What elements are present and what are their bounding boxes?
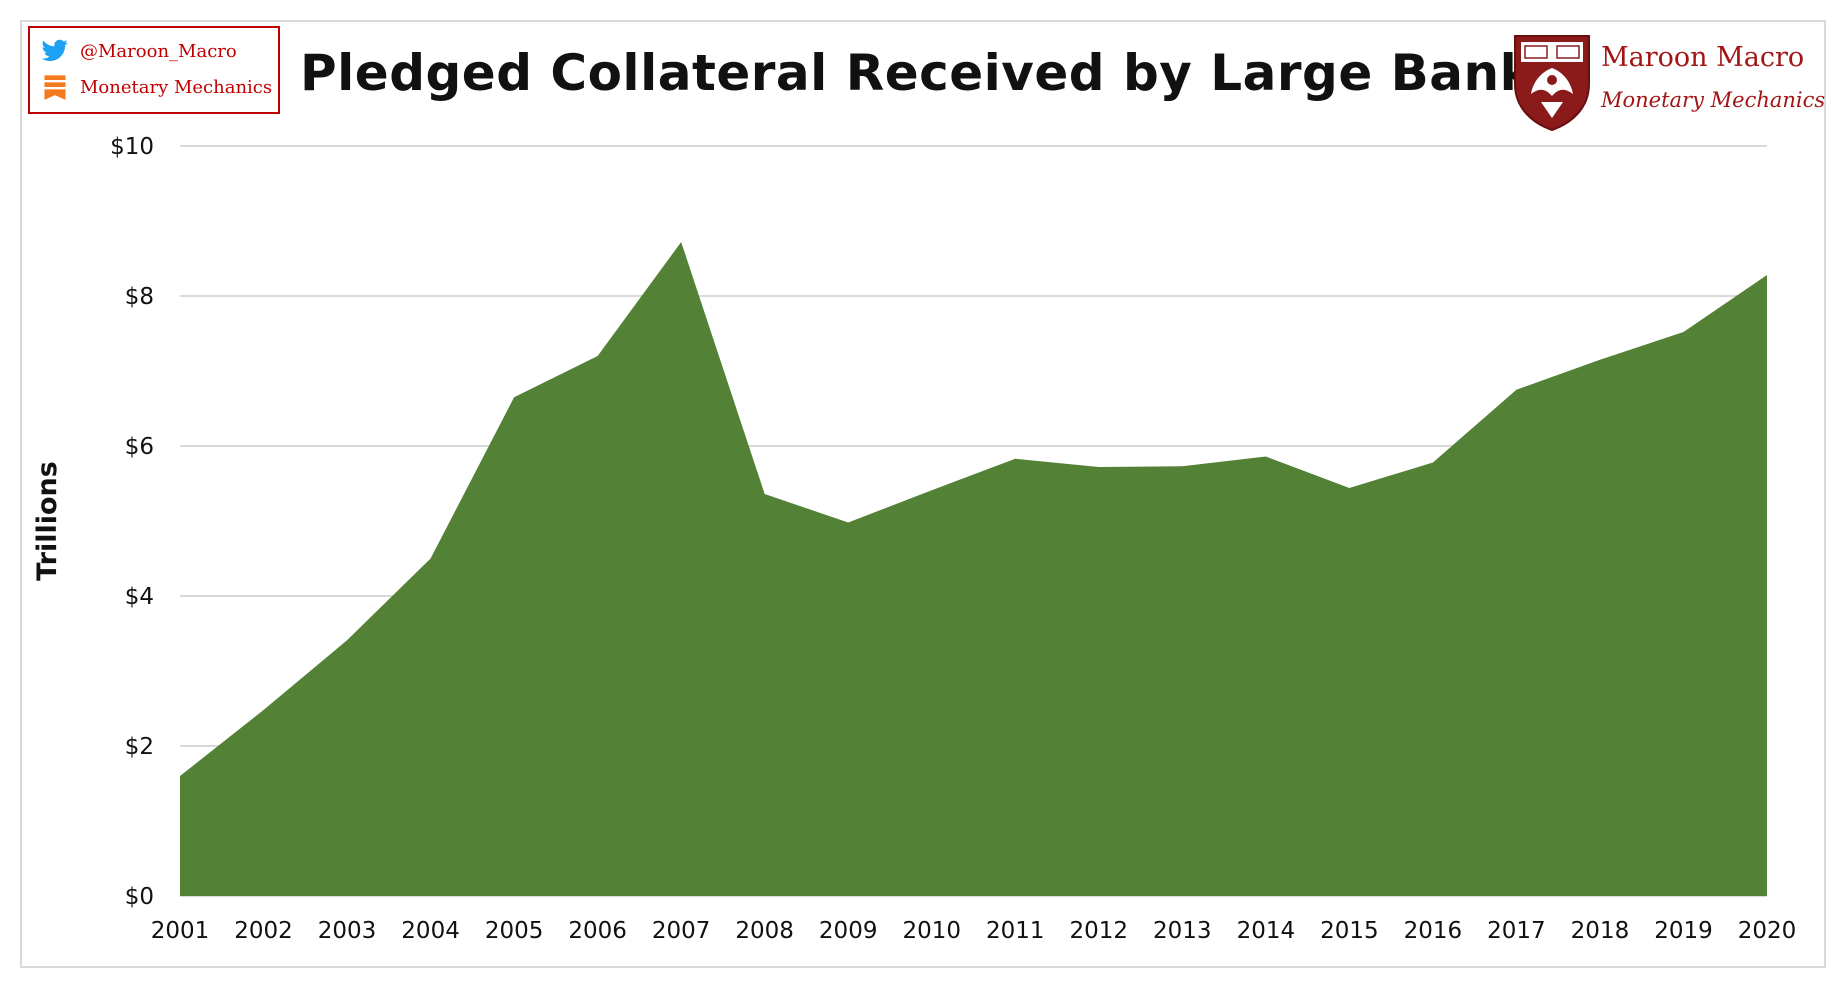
university-shield-logo <box>1514 35 1590 132</box>
brand-name: Maroon Macro <box>1601 42 1805 73</box>
y-axis-label: Trillions <box>32 461 63 581</box>
social-links-box: @Maroon_Macro Monetary Mechanics <box>28 26 280 114</box>
x-tick-label: 2014 <box>1237 918 1296 944</box>
y-tick-label: $0 <box>125 884 154 910</box>
area-series <box>180 242 1767 896</box>
y-tick-label: $8 <box>125 284 154 310</box>
x-tick-label: 2020 <box>1738 918 1797 944</box>
chart-frame <box>20 20 1826 968</box>
y-tick-label: $10 <box>110 134 154 160</box>
x-tick-label: 2003 <box>318 918 377 944</box>
twitter-link[interactable]: @Maroon_Macro <box>40 36 237 66</box>
blog-name: Monetary Mechanics <box>80 76 273 98</box>
brand-block: Maroon Macro Monetary Mechanics <box>1505 30 1835 140</box>
x-tick-label: 2005 <box>485 918 544 944</box>
twitter-handle: @Maroon_Macro <box>80 40 237 62</box>
x-tick-label: 2018 <box>1571 918 1630 944</box>
x-tick-label: 2008 <box>735 918 794 944</box>
x-tick-label: 2010 <box>902 918 961 944</box>
x-tick-label: 2013 <box>1153 918 1212 944</box>
x-tick-label: 2004 <box>401 918 460 944</box>
x-tick-label: 2002 <box>234 918 293 944</box>
y-axis-ticks: $0 $2 $4 $6 $8 $10 <box>110 134 154 910</box>
chart-title: Pledged Collateral Received by Large Ban… <box>300 44 1564 102</box>
x-tick-label: 2012 <box>1070 918 1129 944</box>
y-tick-label: $2 <box>125 734 154 760</box>
twitter-bird-icon <box>41 39 68 62</box>
x-tick-label: 2011 <box>986 918 1045 944</box>
x-tick-label: 2019 <box>1654 918 1713 944</box>
x-tick-label: 2006 <box>568 918 627 944</box>
x-tick-label: 2017 <box>1487 918 1546 944</box>
x-tick-label: 2007 <box>652 918 711 944</box>
brand-subtitle: Monetary Mechanics <box>1601 88 1826 112</box>
bookmark-icon <box>44 75 66 100</box>
x-tick-label: 2016 <box>1404 918 1463 944</box>
y-tick-label: $6 <box>125 434 154 460</box>
x-axis-ticks: 2001 2002 2003 2004 2005 2006 2007 2008 2009 2010… <box>151 918 1797 944</box>
x-tick-label: 2015 <box>1320 918 1379 944</box>
y-tick-label: $4 <box>125 584 154 610</box>
plot-area <box>179 241 1768 896</box>
x-tick-label: 2001 <box>151 918 210 944</box>
x-tick-label: 2009 <box>819 918 878 944</box>
blog-link[interactable]: Monetary Mechanics <box>40 72 272 102</box>
